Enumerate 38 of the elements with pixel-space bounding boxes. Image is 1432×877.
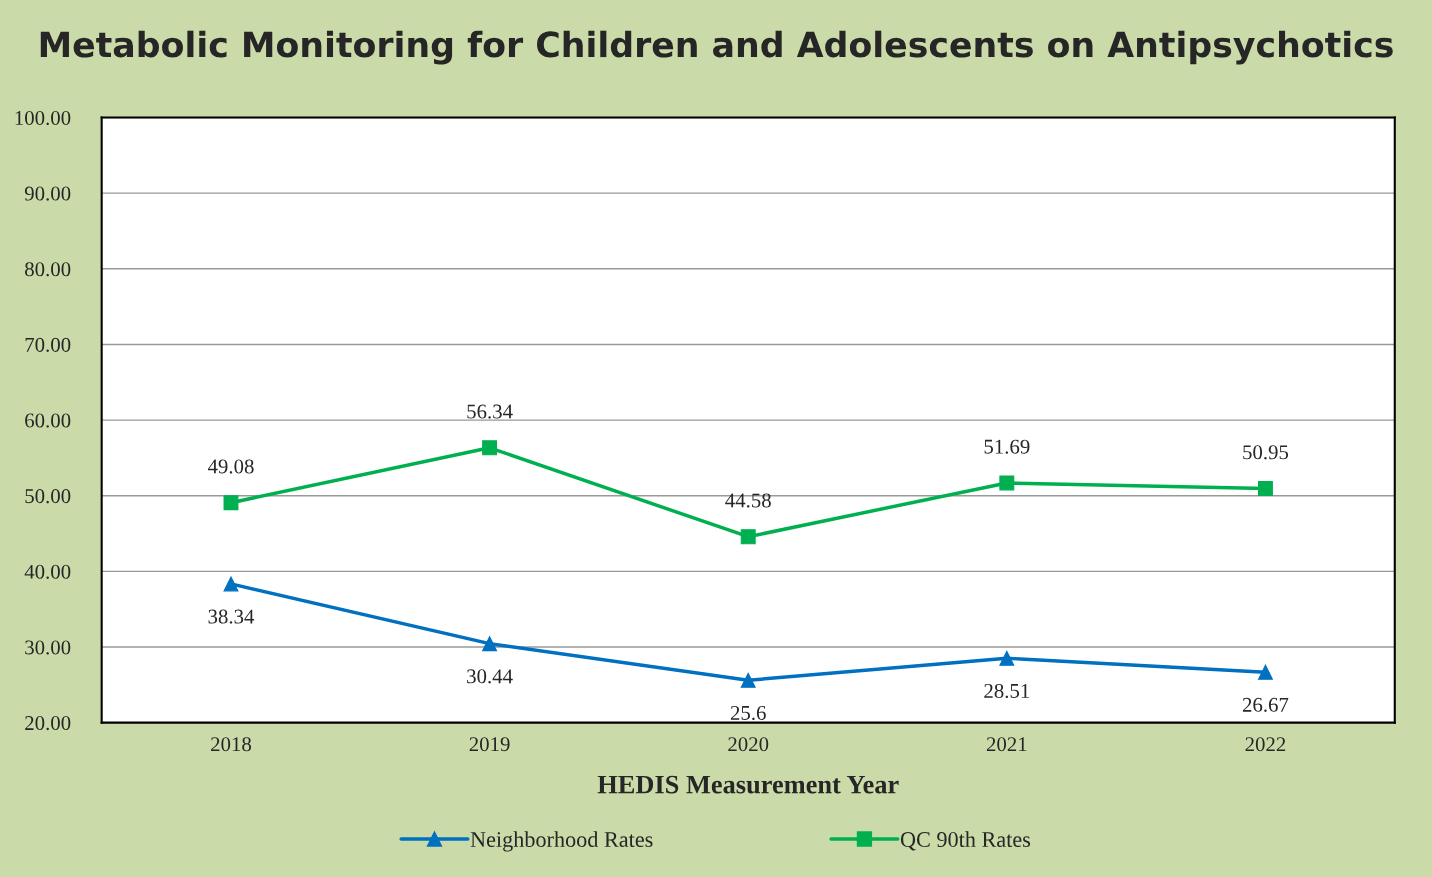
point — [1257, 664, 1273, 680]
point — [482, 636, 498, 652]
y-tick-label: 40.00 — [24, 564, 71, 579]
y-tick-label: 100.00 — [15, 110, 71, 126]
data-label: 26.67 — [1242, 697, 1289, 712]
x-tick-label: 2021 — [986, 737, 1027, 752]
y-tick-label: 70.00 — [25, 337, 71, 352]
x-tick-label: 2020 — [728, 737, 769, 752]
x-tick-label: 2018 — [211, 737, 252, 752]
data-label: 49.08 — [207, 459, 254, 474]
x-tick-label: 2019 — [469, 737, 510, 752]
y-tick-label: 80.00 — [25, 262, 71, 277]
point — [223, 495, 239, 511]
legend-label: Neighborhood Rates — [470, 831, 653, 852]
data-label: 56.34 — [467, 404, 513, 419]
point — [1257, 481, 1273, 496]
y-tick-label: 20.00 — [25, 716, 71, 731]
data-label: 38.34 — [208, 609, 255, 624]
data-label: 51.69 — [984, 439, 1030, 454]
data-label: 30.44 — [467, 669, 513, 684]
data-label: 44.58 — [725, 493, 771, 508]
y-tick-label: 50.00 — [25, 489, 71, 504]
y-tick-label: 60.00 — [25, 413, 71, 428]
x-tick-label: 2022 — [1245, 737, 1286, 752]
x-axis-title: HEDIS Measurement Year — [597, 775, 899, 794]
point — [223, 576, 239, 592]
chart-title: Metabolic Monitoring for Children and Adolescents on Antipsychotics — [40, 30, 1393, 65]
point — [740, 672, 756, 688]
y-tick-label: 90.00 — [24, 186, 71, 201]
data-label: 50.95 — [1243, 445, 1289, 460]
y-tick-label: 30.00 — [25, 640, 71, 655]
point — [999, 475, 1015, 491]
point — [482, 440, 498, 456]
point — [740, 529, 756, 545]
point — [999, 650, 1015, 666]
data-label: 28.51 — [984, 683, 1030, 699]
legend-label: QC 90th Rates — [900, 831, 1031, 851]
data-label: 25.6 — [730, 705, 766, 721]
